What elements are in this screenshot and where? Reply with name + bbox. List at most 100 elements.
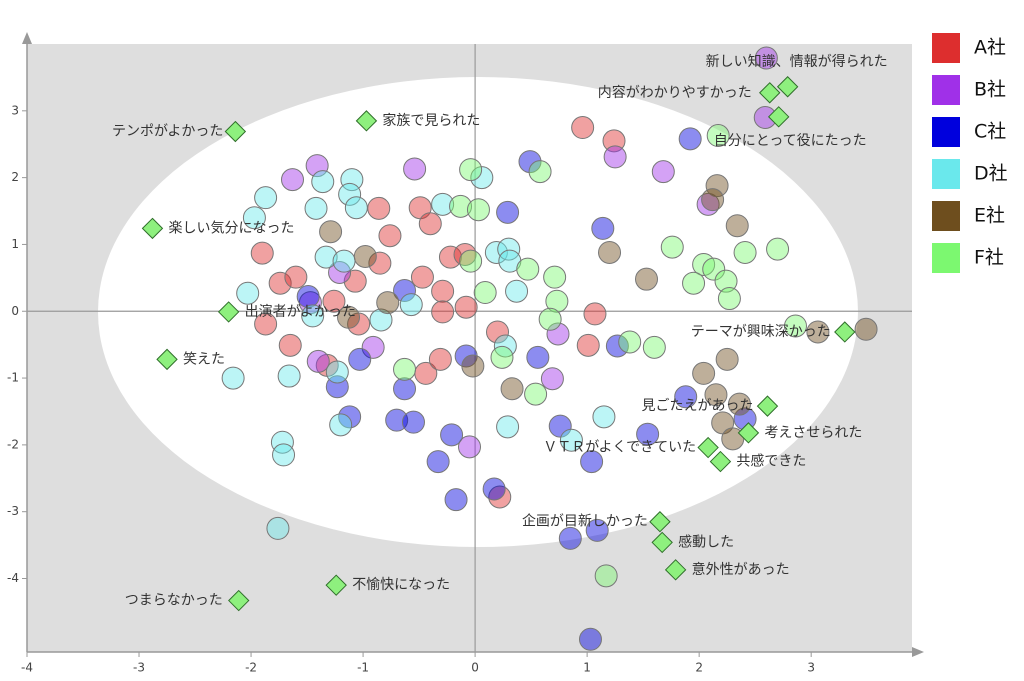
point	[431, 279, 455, 303]
point	[332, 249, 356, 273]
point	[496, 415, 520, 439]
annotation-label: 意外性があった	[692, 561, 790, 578]
annotation-label: 新しい知識、情報が得られた	[706, 53, 888, 70]
point	[559, 428, 583, 452]
annotation-marker	[141, 217, 164, 240]
point	[329, 413, 353, 437]
x-tick-label: -1	[357, 661, 369, 675]
annotation-marker	[325, 574, 347, 596]
point	[618, 330, 642, 354]
point	[418, 212, 442, 236]
annotation-label: 内容がわかりやすかった	[598, 84, 752, 101]
point	[459, 158, 483, 182]
point	[378, 224, 402, 248]
point	[496, 200, 520, 224]
point	[674, 385, 698, 409]
point	[461, 354, 485, 378]
point	[714, 269, 738, 293]
point	[337, 305, 361, 329]
point	[692, 361, 716, 385]
point	[482, 477, 506, 501]
annotation-label: 楽しい気分になった	[168, 220, 294, 236]
point	[660, 235, 684, 259]
point	[319, 220, 343, 244]
point	[393, 279, 417, 303]
point	[431, 192, 455, 216]
y-tick-label: 3	[11, 103, 19, 117]
x-tick-label: -2	[245, 661, 257, 675]
point	[348, 347, 372, 371]
point	[701, 188, 725, 212]
point	[583, 302, 607, 326]
point	[361, 335, 385, 359]
annotation-marker	[697, 436, 719, 459]
point	[806, 320, 830, 344]
point	[545, 289, 569, 313]
legend-swatch	[932, 117, 960, 147]
legend-label: B社	[974, 79, 1006, 101]
x-axis-arrow	[912, 647, 924, 657]
legend-label: D社	[974, 163, 1008, 185]
legend-swatch	[932, 159, 960, 189]
grid: -4 -3 -2 -1 0 1 2 3 -4 -3 -2 -1 0 1 2 3	[7, 44, 912, 675]
annotation-marker	[737, 422, 760, 444]
point	[651, 160, 675, 184]
annotation-marker	[756, 395, 779, 417]
annotation-label: 見ごたえがあった	[641, 398, 753, 414]
annotation-label: つまらなかった	[125, 593, 223, 609]
legend-swatch	[932, 33, 960, 63]
point	[306, 349, 330, 373]
annotation-label: テーマが興味深かった	[691, 324, 831, 340]
annotation-marker	[709, 450, 732, 473]
point	[236, 281, 260, 305]
annotation-marker	[355, 110, 378, 132]
legend-label: C社	[974, 121, 1006, 143]
point	[548, 414, 572, 438]
point	[642, 335, 666, 359]
y-tick-label: -1	[7, 371, 19, 385]
point	[369, 308, 393, 332]
point	[470, 166, 494, 190]
point	[444, 488, 468, 512]
confidence-ellipse	[98, 77, 858, 547]
point	[518, 150, 542, 174]
point	[500, 377, 524, 401]
point	[399, 293, 423, 317]
point	[311, 170, 335, 194]
point	[682, 271, 706, 295]
annotation-marker	[776, 76, 799, 98]
point	[538, 307, 562, 331]
point	[296, 285, 320, 309]
point	[254, 186, 278, 210]
point	[393, 377, 417, 401]
point	[458, 435, 481, 459]
annotation-marker	[224, 120, 247, 143]
point	[598, 240, 622, 264]
annotation-marker	[664, 559, 687, 581]
point	[505, 279, 529, 303]
point	[328, 261, 352, 285]
point	[585, 518, 609, 542]
annotation-label: テンポがよかった	[112, 124, 223, 140]
annotation-label: 企画が目新しかった	[522, 513, 648, 530]
point	[338, 405, 362, 429]
point	[242, 206, 266, 230]
point	[250, 241, 274, 265]
point	[594, 564, 618, 588]
annotation-marker	[156, 348, 178, 371]
point	[340, 168, 364, 192]
point	[438, 245, 462, 269]
point	[367, 196, 391, 220]
y-tick-label: -2	[7, 437, 19, 451]
point	[385, 408, 409, 432]
point	[431, 300, 455, 324]
point	[678, 127, 702, 151]
y-tick-label: 1	[11, 237, 19, 251]
y-tick-label: 0	[11, 304, 19, 318]
point	[368, 251, 392, 275]
point	[636, 422, 660, 446]
y-tick-label: -3	[7, 504, 19, 518]
point	[376, 291, 400, 315]
